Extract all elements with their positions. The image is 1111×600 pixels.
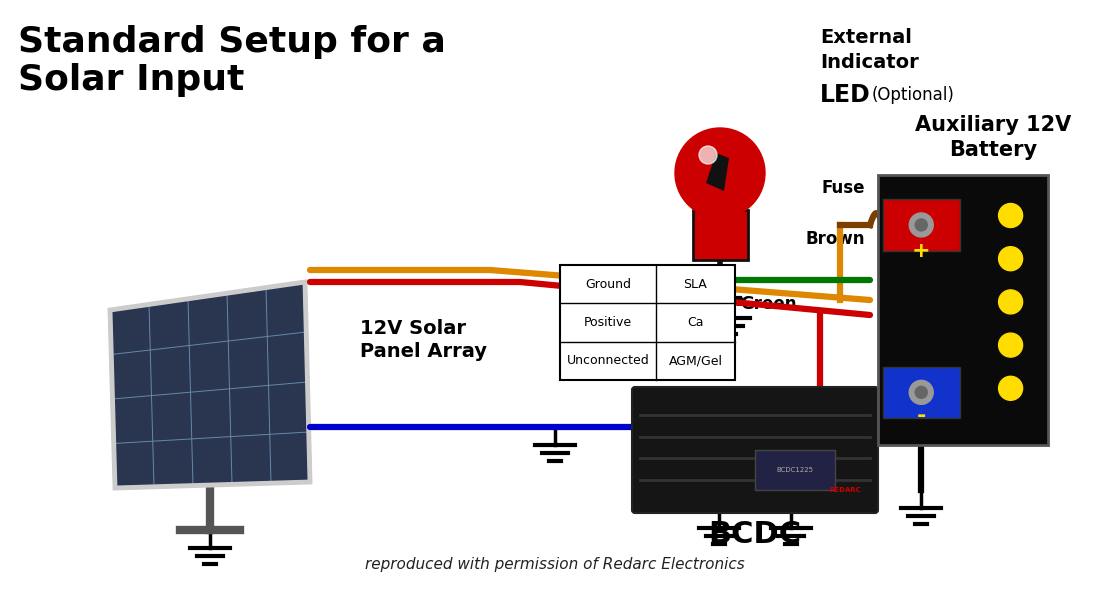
Text: -: - (917, 406, 925, 426)
Text: Red: Red (678, 313, 714, 331)
Text: AGM/Gel: AGM/Gel (669, 355, 722, 367)
Text: Brown: Brown (805, 230, 865, 248)
Polygon shape (110, 282, 310, 488)
Text: Green: Green (740, 295, 797, 313)
Text: Auxiliary 12V: Auxiliary 12V (914, 115, 1071, 135)
Text: Blue: Blue (659, 434, 701, 452)
Text: Standard Setup for a: Standard Setup for a (18, 25, 446, 59)
Text: Fuse: Fuse (821, 179, 865, 197)
Text: Ca: Ca (688, 316, 703, 329)
Text: Battery: Battery (949, 140, 1037, 160)
Text: reproduced with permission of Redarc Electronics: reproduced with permission of Redarc Ele… (366, 557, 744, 572)
FancyBboxPatch shape (883, 367, 960, 418)
Circle shape (675, 128, 765, 218)
Circle shape (999, 203, 1022, 227)
Polygon shape (705, 153, 729, 191)
Text: Solar Input: Solar Input (18, 63, 244, 97)
Circle shape (999, 247, 1022, 271)
FancyBboxPatch shape (692, 210, 748, 260)
Circle shape (915, 386, 928, 398)
Text: REDARC: REDARC (829, 487, 861, 493)
Circle shape (915, 219, 928, 231)
Text: Orange: Orange (675, 292, 744, 310)
Text: Unconnected: Unconnected (567, 355, 649, 367)
Circle shape (999, 376, 1022, 400)
Circle shape (999, 333, 1022, 357)
Circle shape (909, 380, 933, 404)
Text: 12V Solar
Panel Array: 12V Solar Panel Array (360, 319, 487, 361)
FancyBboxPatch shape (560, 265, 735, 380)
Text: +: + (912, 241, 931, 260)
Text: External: External (820, 28, 912, 47)
Circle shape (699, 146, 717, 164)
Circle shape (909, 213, 933, 237)
Text: LED: LED (820, 83, 871, 107)
Text: (Optional): (Optional) (872, 86, 954, 104)
Text: Ground: Ground (585, 278, 631, 290)
FancyBboxPatch shape (632, 387, 878, 513)
Text: Black: Black (855, 428, 907, 446)
FancyBboxPatch shape (883, 199, 960, 251)
Circle shape (999, 290, 1022, 314)
Text: Indicator: Indicator (820, 53, 919, 72)
Text: Positive: Positive (584, 316, 632, 329)
FancyBboxPatch shape (878, 175, 1048, 445)
FancyBboxPatch shape (755, 450, 835, 490)
Text: BCDC: BCDC (709, 520, 801, 549)
Text: SLA: SLA (683, 278, 708, 290)
Text: BCDC1225: BCDC1225 (777, 467, 813, 473)
